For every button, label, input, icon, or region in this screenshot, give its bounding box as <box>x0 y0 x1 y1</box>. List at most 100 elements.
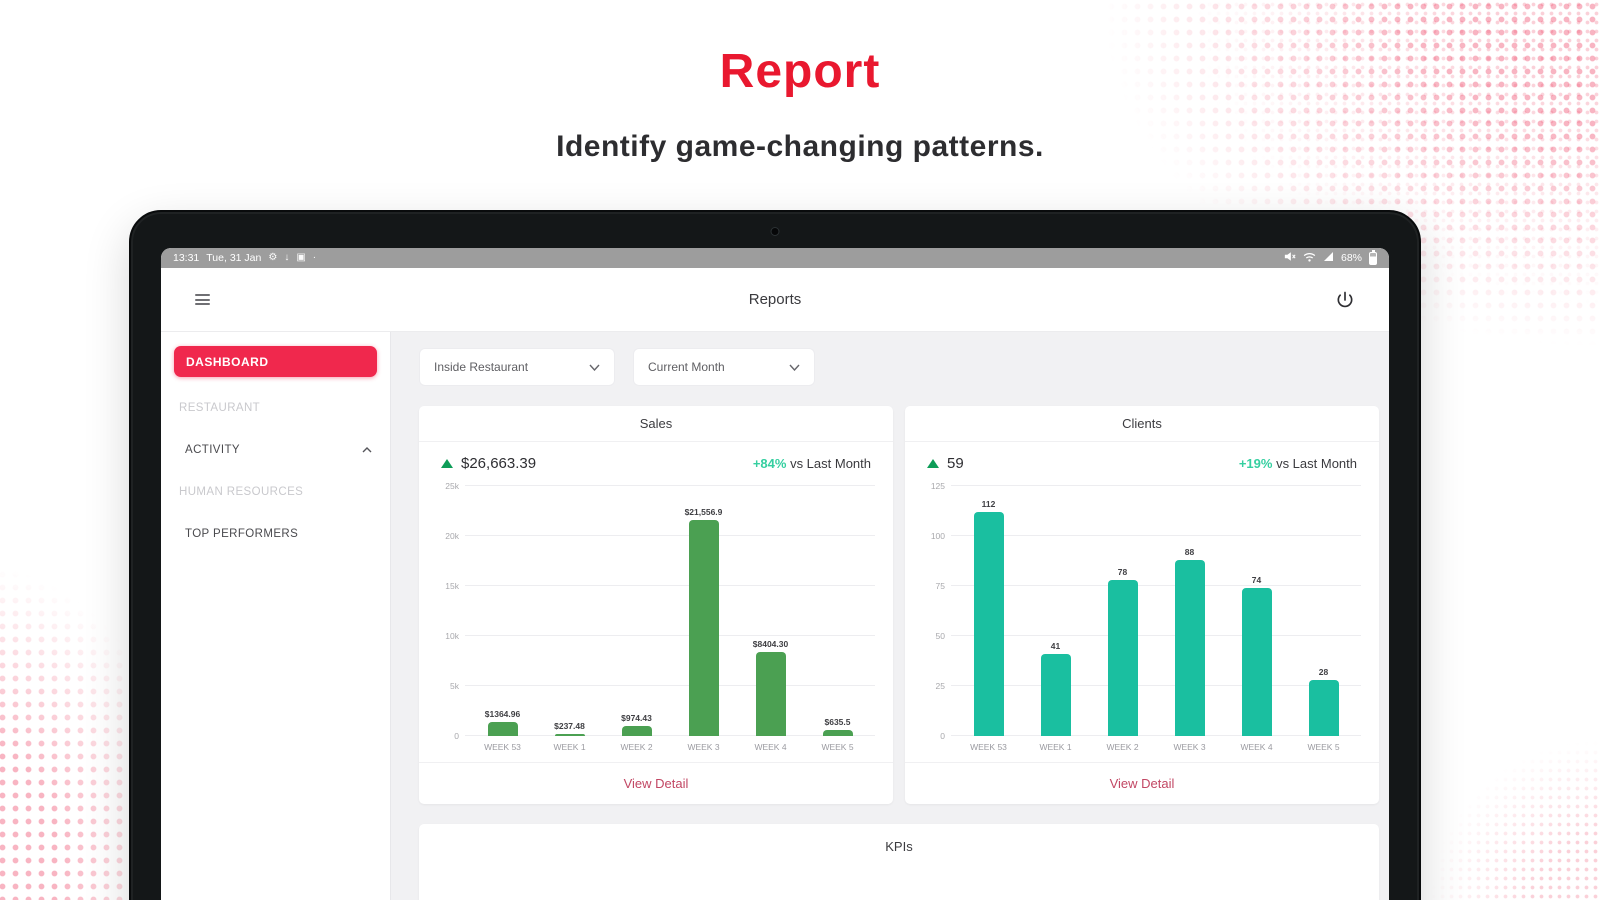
bar-value-label: 28 <box>1318 667 1329 677</box>
bar-column: 74 <box>1223 486 1290 736</box>
clients-card-title: Clients <box>905 406 1379 442</box>
x-axis-label: WEEK 3 <box>1173 742 1206 752</box>
sidebar: DASHBOARD RESTAURANT ACTIVITY HUMAN RESO… <box>161 332 391 900</box>
hamburger-menu-button[interactable] <box>195 291 210 307</box>
sidebar-item-activity[interactable]: ACTIVITY <box>161 429 390 471</box>
bar-week-5 <box>1308 680 1339 736</box>
bar-column: 88 <box>1156 486 1223 736</box>
bar-column: $8404.30 <box>737 486 804 736</box>
status-bar: 13:31 Tue, 31 Jan ⚙ ↓ ▣ · <box>161 248 1389 268</box>
x-axis-label: WEEK 2 <box>620 742 653 752</box>
bars: 112 41 78 88 74 28 <box>951 486 1361 736</box>
page-title: Report <box>719 45 881 98</box>
app-content: DASHBOARD RESTAURANT ACTIVITY HUMAN RESO… <box>161 332 1389 900</box>
x-axis-label: WEEK 4 <box>754 742 787 752</box>
chevron-down-icon <box>789 360 800 374</box>
gear-icon: ⚙ <box>268 252 278 263</box>
tablet-frame: 13:31 Tue, 31 Jan ⚙ ↓ ▣ · <box>129 210 1421 900</box>
bar-value-label: 41 <box>1050 641 1061 651</box>
xlabels: WEEK 53 WEEK 1 WEEK 2 WEEK 3 WEEK 4 WEEK 5 <box>465 736 875 762</box>
screenshot-icon: ▣ <box>296 252 306 263</box>
bar-value-label: $974.43 <box>621 713 652 724</box>
y-tick-label: 75 <box>935 581 945 591</box>
bar-value-label: $8404.30 <box>752 638 789 649</box>
x-axis-label: WEEK 5 <box>1307 742 1340 752</box>
gridline: 100 <box>931 531 1361 541</box>
clients-stats: 59 +19% vs Last Month <box>905 442 1379 474</box>
sidebar-item-dashboard[interactable]: DASHBOARD <box>174 346 377 377</box>
camera-dot <box>770 227 780 236</box>
bar-column: 41 <box>1022 486 1089 736</box>
y-tick-label: 100 <box>930 531 945 541</box>
bar-week-3 <box>688 520 719 736</box>
power-button[interactable] <box>1335 290 1355 310</box>
clients-card: Clients 59 +19% vs Last Month <box>905 406 1379 804</box>
clients-view-detail-link[interactable]: View Detail <box>905 762 1379 804</box>
status-bar-right: 68% <box>1284 249 1377 265</box>
y-tick-label: 50 <box>935 631 945 641</box>
xlabels: WEEK 53 WEEK 1 WEEK 2 WEEK 3 WEEK 4 WEEK 5 <box>951 736 1361 762</box>
filters-row: Inside Restaurant Current Month <box>419 348 1379 386</box>
chevron-up-icon <box>362 444 372 456</box>
bar-value-label: 74 <box>1251 575 1262 585</box>
y-tick-label: 15k <box>445 581 459 591</box>
gridline: 125 <box>931 481 1361 491</box>
bar-column: 112 <box>955 486 1022 736</box>
bar-week-1 <box>554 733 585 736</box>
page-subtitle: Identify game-changing patterns. <box>556 130 1044 163</box>
x-axis-label: WEEK 53 <box>970 742 1007 752</box>
chevron-down-icon <box>589 360 600 374</box>
bar-week-1 <box>1040 654 1071 736</box>
sidebar-item-top-performers[interactable]: TOP PERFORMERS <box>185 528 299 540</box>
bar-column: 28 <box>1290 486 1357 736</box>
x-axis-label: WEEK 4 <box>1240 742 1273 752</box>
gridline: 50 <box>936 631 1361 641</box>
sales-view-detail-link[interactable]: View Detail <box>419 762 893 804</box>
bar-value-label: $21,556.9 <box>684 507 723 518</box>
gridline: 10k <box>445 631 875 641</box>
y-tick-label: 25k <box>445 481 459 491</box>
trend-up-icon <box>927 459 939 468</box>
kpis-title: KPIs <box>885 839 913 854</box>
status-bar-left: 13:31 Tue, 31 Jan ⚙ ↓ ▣ · <box>173 252 316 264</box>
sales-stats: $26,663.39 +84% vs Last Month <box>419 442 893 474</box>
plot: 125 100 75 50 25 0 112 41 78 88 74 28 <box>931 481 1361 741</box>
mute-icon <box>1284 251 1296 265</box>
bar-week-53 <box>973 512 1004 736</box>
gridline: 0 <box>454 731 875 741</box>
wifi-icon <box>1303 252 1316 265</box>
x-axis-label: WEEK 2 <box>1106 742 1139 752</box>
plot: 25k 20k 15k 10k 5k 0 $1364.96 $237.48 $974.43 $21… <box>445 481 875 741</box>
kpis-card: KPIs <box>419 824 1379 900</box>
bar-week-5 <box>822 729 853 736</box>
bar-week-4 <box>1241 588 1272 736</box>
y-tick-label: 0 <box>940 731 945 741</box>
halftone-pattern-bottom-right <box>1420 730 1600 900</box>
x-axis-label: WEEK 1 <box>553 742 586 752</box>
y-tick-label: 10k <box>445 631 459 641</box>
bar-value-label: 78 <box>1117 567 1128 577</box>
bars: $1364.96 $237.48 $974.43 $21,556.9 $8404.30 $… <box>465 486 875 736</box>
bar-week-3 <box>1174 560 1205 736</box>
location-select[interactable]: Inside Restaurant <box>419 348 615 386</box>
sidebar-item-restaurant[interactable]: RESTAURANT <box>179 402 261 414</box>
bar-week-2 <box>621 726 652 736</box>
bar-week-2 <box>1107 580 1138 736</box>
clients-total: 59 <box>947 455 964 472</box>
period-select[interactable]: Current Month <box>633 348 815 386</box>
y-tick-label: 125 <box>930 481 945 491</box>
gridline: 20k <box>445 531 875 541</box>
gridline: 25 <box>936 681 1361 691</box>
sidebar-item-human-resources[interactable]: HUMAN RESOURCES <box>179 486 304 498</box>
bar-week-4 <box>755 651 786 736</box>
status-time: 13:31 <box>173 252 200 264</box>
y-tick-label: 0 <box>454 731 459 741</box>
bar-value-label: 88 <box>1184 547 1195 557</box>
x-axis-label: WEEK 53 <box>484 742 521 752</box>
app-bar: Reports <box>161 268 1389 332</box>
gridline: 75 <box>936 581 1361 591</box>
bar-column: $635.5 <box>804 486 871 736</box>
sales-delta-suffix: vs Last Month <box>786 456 871 471</box>
x-axis-label: WEEK 1 <box>1039 742 1072 752</box>
